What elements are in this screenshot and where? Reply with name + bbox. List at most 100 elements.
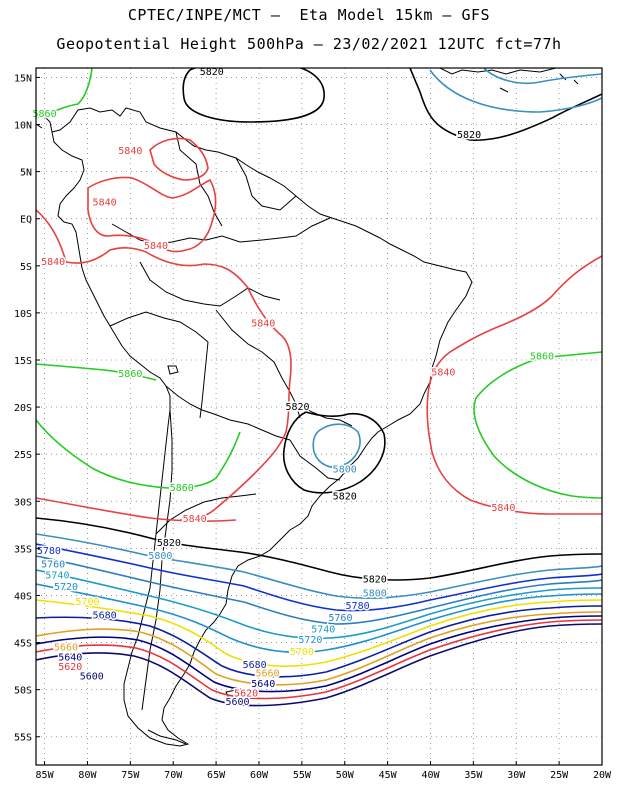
lon-tick-label: 55W xyxy=(293,770,312,781)
lon-tick-label: 45W xyxy=(379,770,398,781)
contour-label-5860: 5860 xyxy=(170,483,194,494)
contour-label-5840: 5840 xyxy=(118,146,142,157)
contour-5820-north-east xyxy=(409,68,602,141)
contour-label-5680: 5680 xyxy=(243,660,267,671)
contour-5840-west-big xyxy=(36,209,292,521)
lat-tick-label: 10N xyxy=(14,121,32,132)
contour-5860-southwest xyxy=(36,419,241,489)
lat-tick-label: 25S xyxy=(14,450,32,461)
contour-label-5840: 5840 xyxy=(251,318,275,329)
contour-label-5700: 5700 xyxy=(290,647,314,658)
lon-tick-label: 65W xyxy=(207,770,226,781)
lat-tick-label: 10S xyxy=(14,309,32,320)
contour-label-5660: 5660 xyxy=(54,642,78,653)
contour-label-5820: 5820 xyxy=(157,538,181,549)
contour-label-5840: 5840 xyxy=(41,257,65,268)
contour-label-5820: 5820 xyxy=(333,492,357,503)
contour-label-5840: 5840 xyxy=(491,503,515,514)
contour-5640-main xyxy=(36,615,602,693)
lat-tick-label: 45S xyxy=(14,639,32,650)
contour-label-5640: 5640 xyxy=(58,653,82,664)
lon-tick-label: 70W xyxy=(164,770,183,781)
lon-tick-label: 80W xyxy=(78,770,97,781)
contour-label-5760: 5760 xyxy=(328,613,352,624)
contour-label-5820: 5820 xyxy=(200,67,224,78)
lon-tick-label: 60W xyxy=(250,770,269,781)
map-frame xyxy=(35,67,603,766)
lat-tick-label: 40S xyxy=(14,591,32,602)
contour-5620-main xyxy=(36,619,602,700)
lat-tick-label: 5S xyxy=(20,262,32,273)
contour-label-5660: 5660 xyxy=(255,669,279,680)
contour-5800-caribbean xyxy=(483,68,602,84)
lat-tick-label: 15S xyxy=(14,356,32,367)
contour-5800-main xyxy=(36,533,602,599)
contour-label-5860: 5860 xyxy=(33,109,57,120)
lat-lon-grid xyxy=(36,68,603,765)
lat-tick-label: 20S xyxy=(14,403,32,414)
contour-label-5820: 5820 xyxy=(363,575,387,586)
caribbean-islands xyxy=(439,68,579,93)
contour-label-5780: 5780 xyxy=(346,601,370,612)
lon-tick-label: 20W xyxy=(593,770,612,781)
lake-titicaca xyxy=(167,365,179,375)
contour-label-5840: 5840 xyxy=(93,198,117,209)
lon-tick-label: 40W xyxy=(421,770,440,781)
contour-label-5860: 5860 xyxy=(530,351,554,362)
contour-label-5620: 5620 xyxy=(234,688,258,699)
lat-tick-label: EQ xyxy=(20,215,32,226)
country-borders xyxy=(109,131,353,711)
contour-label-5640: 5640 xyxy=(251,679,275,690)
contour-label-5740: 5740 xyxy=(311,624,335,635)
contour-5860-east xyxy=(473,351,602,499)
lat-tick-label: 50S xyxy=(14,686,32,697)
contour-5820-central-closed xyxy=(282,411,386,494)
contour-label-5800: 5800 xyxy=(148,551,172,562)
contour-label-5840: 5840 xyxy=(431,367,455,378)
lat-tick-label: 5N xyxy=(20,168,32,179)
contour-5820-north-closed xyxy=(182,68,325,123)
contour-label-5820: 5820 xyxy=(457,130,481,141)
contour-5840-venezuela xyxy=(149,137,209,181)
contour-5760-main xyxy=(36,555,602,625)
contour-5840-south xyxy=(36,497,237,523)
contour-5600-main xyxy=(36,623,602,707)
contour-label-5820: 5820 xyxy=(286,402,310,413)
lat-tick-label: 15N xyxy=(14,73,32,84)
contour-label-5720: 5720 xyxy=(298,635,322,646)
contour-label-5800: 5800 xyxy=(363,589,387,600)
contour-5820-main xyxy=(36,517,602,581)
contour-label-5700: 5700 xyxy=(75,597,99,608)
lon-tick-label: 25W xyxy=(550,770,569,781)
contour-label-5680: 5680 xyxy=(93,610,117,621)
contour-label-5840: 5840 xyxy=(183,514,207,525)
contour-label-5620: 5620 xyxy=(58,662,82,673)
lon-tick-label: 50W xyxy=(336,770,355,781)
lon-tick-label: 30W xyxy=(507,770,526,781)
contour-5700-main xyxy=(36,599,602,667)
lat-tick-label: 35S xyxy=(14,544,32,555)
contour-5720-main xyxy=(36,583,602,654)
contour-5860-north xyxy=(36,68,93,119)
lat-tick-label: 55S xyxy=(14,733,32,744)
contour-label-5760: 5760 xyxy=(41,559,65,570)
lon-tick-label: 35W xyxy=(464,770,483,781)
contour-5660-main xyxy=(36,611,602,686)
contour-5680-main xyxy=(36,605,602,678)
title-line-1: CPTEC/INPE/MCT – Eta Model 15km – GFS xyxy=(127,6,491,24)
contour-5800-central-closed xyxy=(312,423,361,468)
contour-label-5840: 5840 xyxy=(144,241,168,252)
contour-label-5780: 5780 xyxy=(37,546,61,557)
contour-label-5600: 5600 xyxy=(225,697,249,708)
contour-5840-colombia xyxy=(87,176,217,253)
lon-tick-label: 85W xyxy=(36,770,55,781)
lat-tick-label: 30S xyxy=(14,497,32,508)
contour-5860-west xyxy=(36,363,157,381)
contour-5840-east xyxy=(426,255,602,515)
contour-5800-north-east xyxy=(429,69,602,113)
contour-5780-main xyxy=(36,543,602,612)
contour-5740-main xyxy=(36,569,602,640)
lon-tick-label: 75W xyxy=(121,770,140,781)
